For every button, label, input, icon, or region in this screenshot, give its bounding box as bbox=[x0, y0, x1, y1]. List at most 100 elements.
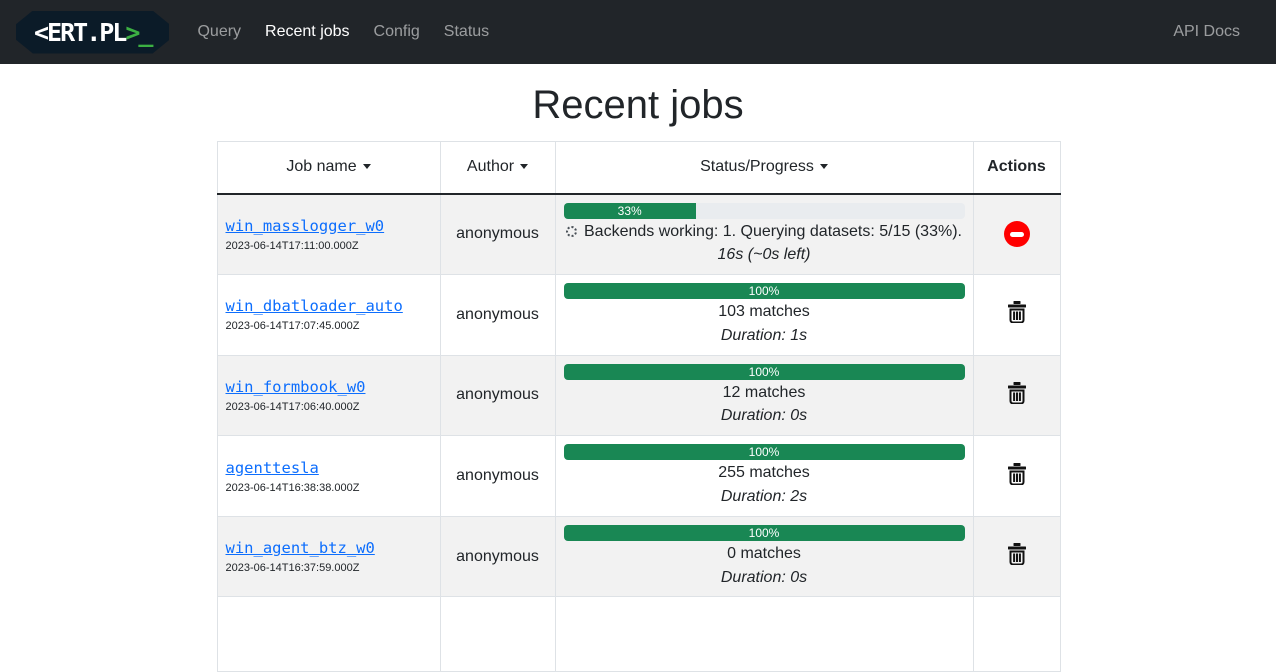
trash-icon bbox=[1007, 543, 1027, 568]
caret-down-icon bbox=[819, 164, 828, 170]
actions-cell bbox=[972, 354, 1061, 437]
delete-job-button[interactable] bbox=[1007, 462, 1027, 488]
job-name-cell: win_masslogger_w0 2023-06-14T17:11:00.000… bbox=[216, 192, 441, 276]
status-text-label: 255 matches bbox=[718, 464, 810, 482]
trash-icon bbox=[1007, 462, 1027, 488]
nav-links: Query Recent jobs Config Status bbox=[185, 15, 501, 49]
status-progress-cell: 100% 255 matches Duration: 2s bbox=[554, 435, 974, 517]
status-text-label: 12 matches bbox=[722, 383, 806, 401]
column-header-actions: Actions bbox=[972, 141, 1061, 195]
cert-pl-logo[interactable]: <ERT.PL>_ bbox=[16, 10, 170, 54]
author-cell: anonymous bbox=[439, 435, 556, 517]
job-name-cell: win_formbook_w0 2023-06-14T17:06:40.000Z bbox=[216, 354, 441, 437]
status-text-label: 103 matches bbox=[718, 303, 810, 321]
duration-text: Duration: 0s bbox=[720, 568, 808, 586]
duration-text: Duration: 0s bbox=[720, 407, 808, 425]
status-text-label: 0 matches bbox=[727, 544, 801, 562]
status-text: 0 matches bbox=[564, 544, 965, 565]
status-progress-cell: 33% Backends working: 1. Querying dataset… bbox=[554, 192, 974, 276]
duration-text: Duration: 1s bbox=[720, 326, 808, 344]
job-link[interactable]: win_masslogger_w0 bbox=[225, 216, 385, 235]
progress-bar: 100% bbox=[563, 283, 965, 300]
delete-job-button[interactable] bbox=[1007, 543, 1027, 568]
job-timestamp: 2023-06-14T17:11:00.000Z bbox=[225, 239, 359, 252]
status-text: Backends working: 1. Querying datasets: … bbox=[564, 222, 965, 243]
nav-item-api-docs[interactable]: API Docs bbox=[1173, 23, 1240, 40]
status-progress-cell: 100% 12 matches Duration: 0s bbox=[554, 354, 974, 437]
status-progress-cell: 100% 0 matches Duration: 0s bbox=[554, 515, 974, 598]
author-sort-dropdown[interactable]: Author bbox=[466, 158, 529, 176]
column-header-job-name: Job name bbox=[216, 141, 441, 195]
table-row bbox=[216, 596, 1061, 672]
duration-text: 16s (~0s left) bbox=[717, 246, 811, 264]
progress-bar-fill: 100% bbox=[563, 444, 965, 461]
trash-icon bbox=[1007, 381, 1027, 407]
job-name-cell: win_agent_btz_w0 2023-06-14T16:37:59.000Z bbox=[216, 515, 441, 598]
page-title: Recent jobs bbox=[532, 83, 744, 127]
job-timestamp: 2023-06-14T17:07:45.000Z bbox=[225, 320, 360, 333]
table-row: win_dbatloader_auto 2023-06-14T17:07:45.0… bbox=[216, 274, 1061, 356]
progress-bar-fill: 100% bbox=[563, 363, 965, 380]
status-text-label: Backends working: 1. Querying datasets: … bbox=[584, 222, 962, 240]
delete-job-button[interactable] bbox=[1007, 301, 1027, 326]
author-cell: anonymous bbox=[439, 274, 556, 356]
author-cell: anonymous bbox=[439, 515, 556, 598]
progress-bar: 100% bbox=[563, 363, 965, 380]
column-header-status-progress: Status/Progress bbox=[554, 141, 974, 195]
nav-item-config[interactable]: Config bbox=[373, 23, 420, 40]
job-name-sort-dropdown[interactable]: Job name bbox=[286, 158, 371, 176]
status-progress-cell bbox=[554, 596, 974, 672]
status-text: 255 matches bbox=[564, 463, 965, 484]
logo-text-green: >_ bbox=[125, 17, 153, 47]
nav-item-status[interactable]: Status bbox=[443, 23, 490, 40]
job-timestamp: 2023-06-14T16:37:59.000Z bbox=[225, 562, 360, 575]
author-cell: anonymous bbox=[439, 354, 556, 437]
actions-cell bbox=[972, 435, 1061, 517]
job-name-cell: win_dbatloader_auto 2023-06-14T17:07:45.0… bbox=[216, 274, 441, 356]
progress-bar-fill: 33% bbox=[563, 202, 696, 219]
actions-cell bbox=[972, 515, 1061, 598]
recent-jobs-table-container: Job name Author Status/Progress Actions … bbox=[216, 141, 1061, 672]
progress-bar: 100% bbox=[563, 524, 965, 541]
status-progress-cell: 100% 103 matches Duration: 1s bbox=[554, 274, 974, 356]
job-link[interactable]: win_agent_btz_w0 bbox=[225, 539, 375, 558]
job-timestamp: 2023-06-14T17:06:40.000Z bbox=[225, 400, 360, 413]
table-header-row: Job name Author Status/Progress Actions bbox=[216, 141, 1061, 195]
status-text: 103 matches bbox=[564, 302, 965, 323]
delete-job-button[interactable] bbox=[1007, 381, 1027, 407]
job-link[interactable]: win_formbook_w0 bbox=[225, 377, 366, 396]
author-cell: anonymous bbox=[439, 192, 556, 276]
duration-text: Duration: 2s bbox=[720, 488, 808, 506]
progress-bar-fill: 100% bbox=[563, 283, 965, 300]
column-header-label: Job name bbox=[286, 158, 357, 176]
actions-cell bbox=[972, 192, 1061, 276]
table-row: win_masslogger_w0 2023-06-14T17:11:00.000… bbox=[216, 192, 1061, 276]
table-row: win_formbook_w0 2023-06-14T17:06:40.000Z a… bbox=[216, 354, 1061, 437]
progress-bar: 33% bbox=[563, 202, 965, 219]
cancel-job-button[interactable] bbox=[1003, 221, 1030, 248]
job-link[interactable]: agenttesla bbox=[225, 458, 319, 477]
job-name-cell bbox=[216, 596, 441, 672]
spinner-icon bbox=[566, 225, 577, 237]
navbar: <ERT.PL>_ Query Recent jobs Config Statu… bbox=[0, 0, 1276, 64]
status-sort-dropdown[interactable]: Status/Progress bbox=[700, 158, 828, 175]
author-cell bbox=[439, 596, 556, 672]
caret-down-icon bbox=[520, 164, 529, 170]
trash-icon bbox=[1007, 301, 1027, 326]
column-header-label: Author bbox=[466, 158, 515, 176]
progress-bar: 100% bbox=[563, 444, 965, 461]
job-name-cell: agenttesla 2023-06-14T16:38:38.000Z bbox=[216, 435, 441, 517]
status-text: 12 matches bbox=[564, 383, 965, 404]
actions-cell bbox=[972, 596, 1061, 672]
table-row: win_agent_btz_w0 2023-06-14T16:37:59.000Z… bbox=[216, 515, 1061, 598]
logo-text-white: <ERT.PL bbox=[34, 17, 127, 47]
table-row: agenttesla 2023-06-14T16:38:38.000Z anonym… bbox=[216, 435, 1061, 517]
job-link[interactable]: win_dbatloader_auto bbox=[225, 297, 403, 316]
column-header-label: Status/Progress bbox=[700, 158, 814, 176]
nav-item-query[interactable]: Query bbox=[197, 23, 242, 40]
column-header-author: Author bbox=[439, 141, 556, 195]
job-timestamp: 2023-06-14T16:38:38.000Z bbox=[225, 481, 360, 494]
recent-jobs-table: Job name Author Status/Progress Actions … bbox=[216, 141, 1061, 672]
progress-bar-fill: 100% bbox=[563, 524, 965, 541]
nav-item-recent-jobs[interactable]: Recent jobs bbox=[265, 23, 350, 40]
